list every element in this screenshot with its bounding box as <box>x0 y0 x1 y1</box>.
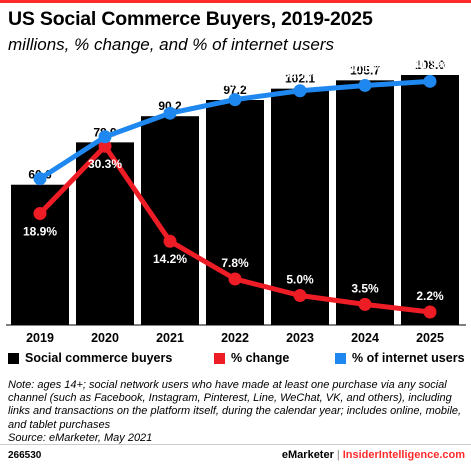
internet-point-2022 <box>228 93 242 107</box>
legend-item-buyers: Social commerce buyers <box>8 351 172 365</box>
footer-brand: eMarketer | InsiderIntelligence.com <box>282 449 465 461</box>
legend-swatch-internet <box>335 352 346 364</box>
internet-label-2023: 39.7% <box>283 67 317 81</box>
bar-2021 <box>141 116 199 325</box>
internet-point-2020 <box>98 130 112 144</box>
legend-label-buyers: Social commerce buyers <box>25 351 173 365</box>
change-point-2025 <box>423 305 437 319</box>
legend-item-change: % change <box>214 351 289 365</box>
chart-legend: Social commerce buyers % change % of int… <box>0 351 471 369</box>
change-label-2023: 5.0% <box>286 273 314 287</box>
internet-point-2023 <box>293 84 307 98</box>
change-point-2024 <box>358 297 372 311</box>
internet-label-2024: 40.6% <box>348 61 382 75</box>
chart-id: 266530 <box>8 450 42 461</box>
bar-2025 <box>401 75 459 325</box>
legend-label-change: % change <box>231 351 290 365</box>
bar-2022 <box>206 100 264 325</box>
internet-point-2019 <box>33 172 47 186</box>
bar-2024 <box>336 80 394 326</box>
change-point-2021 <box>163 234 177 248</box>
internet-label-2022: 38.2% <box>218 76 252 90</box>
chart-title: US Social Commerce Buyers, 2019-2025 <box>8 8 373 30</box>
note-text: Note: ages 14+; social network users who… <box>8 379 462 431</box>
change-label-2020: 30.3% <box>88 157 122 171</box>
note-source: Source: eMarketer, May 2021 <box>8 431 153 444</box>
change-point-2022 <box>228 272 242 286</box>
legend-swatch-change <box>214 352 225 364</box>
x-tick-label-2021: 2021 <box>156 331 184 345</box>
internet-label-2019: 24.8% <box>23 155 57 169</box>
legend-swatch-buyers <box>8 352 19 364</box>
change-point-2019 <box>33 206 47 220</box>
footer-divider <box>0 444 471 445</box>
x-tick-label-2023: 2023 <box>286 331 314 345</box>
top-accent-bar <box>0 0 471 3</box>
internet-label-2021: 35.9% <box>153 89 187 103</box>
x-tick-label-2025: 2025 <box>416 331 444 345</box>
chart-subtitle: millions, % change, and % of internet us… <box>8 35 335 54</box>
x-tick-label-2019: 2019 <box>26 331 54 345</box>
change-label-2025: 2.2% <box>416 289 444 303</box>
x-tick-label-2020: 2020 <box>91 331 119 345</box>
x-tick-label-2024: 2024 <box>351 331 379 345</box>
bar-label-2023: 102.1 <box>285 72 315 86</box>
legend-label-internet: % of internet users <box>352 351 465 365</box>
internet-label-2025: 41.3% <box>413 57 447 71</box>
internet-label-2020: 31.9% <box>88 113 122 127</box>
internet-point-2021 <box>163 106 177 120</box>
brand-separator: | <box>336 449 340 461</box>
chart-note: Note: ages 14+; social network users who… <box>8 379 466 445</box>
brand-emarketer: eMarketer <box>281 449 334 461</box>
x-tick-label-2022: 2022 <box>221 331 249 345</box>
bar-label-2022: 97.2 <box>223 83 247 97</box>
change-label-2021: 14.2% <box>153 252 187 266</box>
brand-insider-intelligence: InsiderIntelligence.com <box>342 449 465 461</box>
bar-label-2025: 108.0 <box>415 58 445 72</box>
bar-2019 <box>11 184 69 325</box>
change-point-2023 <box>293 289 307 302</box>
combo-chart: 60.678.990.297.2102.1105.7108.0201920202… <box>6 57 466 345</box>
change-label-2024: 3.5% <box>351 281 379 295</box>
internet-point-2024 <box>358 78 372 92</box>
change-point-2020 <box>98 139 112 153</box>
legend-item-internet: % of internet users <box>335 351 465 365</box>
change-label-2022: 7.8% <box>221 256 249 270</box>
bar-2023 <box>271 88 329 325</box>
change-label-2019: 18.9% <box>23 224 57 238</box>
internet-point-2025 <box>423 74 437 88</box>
bar-label-2024: 105.7 <box>350 63 380 77</box>
